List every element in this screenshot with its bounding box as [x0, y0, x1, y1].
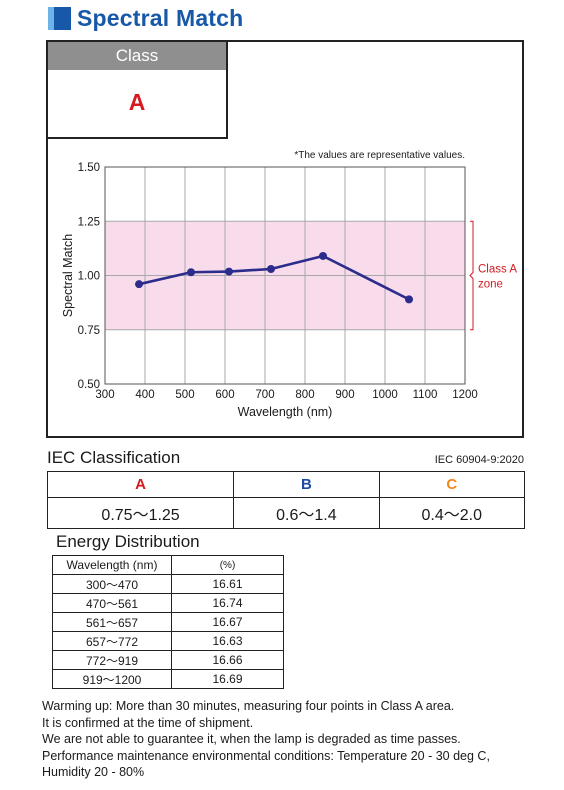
data-point [225, 267, 233, 276]
row-pct: 16.67 [171, 612, 284, 632]
data-point [267, 264, 275, 273]
row-range: 772～919 [52, 650, 172, 670]
zone-bracket [469, 220, 474, 331]
x-tick-label: 800 [295, 389, 314, 401]
row-pct: 16.66 [171, 650, 284, 670]
y-tick-label: 1.50 [78, 162, 100, 174]
note-line: It is confirmed at the time of shipment. [42, 715, 254, 730]
x-tick-label: 1200 [452, 389, 478, 401]
iec-class-c: C [378, 471, 526, 498]
x-tick-label: 900 [335, 389, 354, 401]
col-wavelength: Wavelength (nm) [52, 555, 172, 575]
row-range: 919～1200 [52, 669, 172, 689]
class-box: Class A [48, 42, 228, 139]
row-pct: 16.74 [171, 593, 284, 613]
energy-title: Energy Distribution [56, 532, 200, 551]
row-range: 561～657 [52, 612, 172, 632]
title-square-icon [48, 6, 71, 30]
zone-label: zone [478, 279, 503, 291]
series-line [138, 254, 410, 301]
note-line: Performance maintenance environmental co… [42, 748, 490, 763]
data-point [187, 268, 195, 277]
spectral-match-chart: *The values are representative values. 3… [61, 150, 517, 419]
table-row: 772～919 16.66 [52, 650, 284, 670]
table-row: 919～1200 16.69 [52, 669, 284, 689]
iec-standard: IEC 60904-9:2020 [434, 454, 524, 466]
x-tick-label: 300 [95, 389, 114, 401]
y-axis-label: Spectral Match [61, 234, 75, 317]
energy-table: Wavelength (nm) (%) 300～470 16.61 470～561… [52, 555, 284, 689]
iec-range-c: 0.4～2.0 [378, 497, 526, 529]
table-row: 561～657 16.67 [52, 612, 284, 632]
page-header: Spectral Match [48, 4, 243, 32]
table-row: 470～561 16.74 [52, 593, 284, 613]
x-tick-label: 1100 [413, 389, 438, 401]
chart-panel [46, 40, 524, 438]
x-tick-label: 700 [255, 389, 274, 401]
class-value: A [128, 89, 146, 115]
row-pct: 16.63 [171, 631, 284, 651]
iec-table: A B C 0.75～1.25 0.6～1.4 0.4～2.0 [46, 471, 526, 529]
data-point [319, 251, 327, 260]
class-label: Class [48, 42, 226, 70]
x-tick-label: 500 [175, 389, 194, 401]
table-row: 657～772 16.63 [52, 631, 284, 651]
row-range: 470～561 [52, 593, 172, 613]
x-tick-label: 1000 [372, 389, 398, 401]
col-pct: (%) [171, 555, 284, 575]
row-pct: 16.69 [171, 669, 284, 689]
x-axis-label: Wavelength (nm) [238, 405, 333, 419]
page-title: Spectral Match [77, 4, 244, 31]
iec-range-a: 0.75～1.25 [46, 497, 235, 529]
table-row: 300～470 16.61 [52, 574, 284, 594]
data-point [405, 295, 413, 304]
x-tick-label: 600 [215, 389, 234, 401]
table-header-row: Wavelength (nm) (%) [52, 555, 284, 575]
data-point [135, 280, 143, 289]
y-tick-label: 0.50 [78, 379, 100, 391]
row-pct: 16.61 [171, 574, 284, 594]
iec-class-b: B [233, 471, 380, 498]
row-range: 657～772 [52, 631, 172, 651]
y-tick-label: 0.75 [78, 325, 100, 337]
iec-title: IEC Classification [47, 448, 181, 467]
notes: Warming up: More than 30 minutes, measur… [42, 698, 557, 781]
note-line: Humidity 20 - 80% [42, 765, 145, 780]
note-line: Warming up: More than 30 minutes, measur… [42, 699, 455, 713]
y-tick-label: 1.25 [78, 216, 100, 228]
x-tick-label: 400 [135, 389, 154, 401]
row-range: 300～470 [52, 574, 172, 594]
y-tick-label: 1.00 [78, 271, 100, 283]
zone-label: Class A [478, 264, 517, 276]
iec-range-b: 0.6～1.4 [233, 497, 380, 529]
plot-frame [104, 166, 466, 385]
iec-class-a: A [46, 471, 235, 498]
note-line: We are not able to guarantee it, when th… [42, 732, 461, 747]
chart-note: *The values are representative values. [294, 150, 465, 161]
